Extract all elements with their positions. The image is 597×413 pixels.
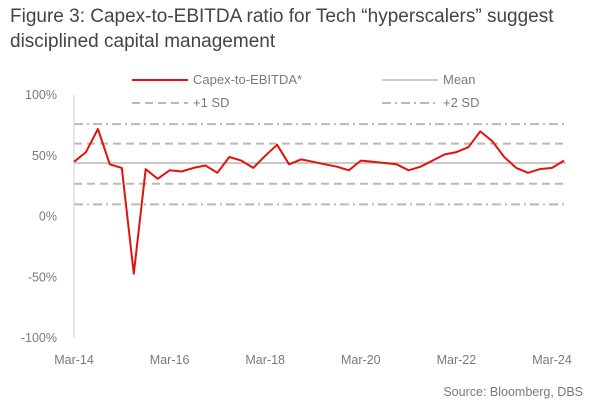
legend-label: Mean: [443, 72, 476, 87]
legend-label: +1 SD: [193, 95, 230, 110]
y-tick-label: -50%: [28, 270, 57, 284]
x-tick-label: Mar-24: [532, 353, 572, 367]
x-tick-label: Mar-22: [437, 353, 477, 367]
x-tick-label: Mar-20: [341, 353, 381, 367]
y-tick-label: 50%: [32, 149, 57, 163]
chart-title: Figure 3: Capex-to-EBITDA ratio for Tech…: [10, 6, 554, 52]
series-layer: [73, 128, 565, 275]
x-axis: Mar-14 Mar-16 Mar-18 Mar-20 Mar-22 Mar-24: [54, 353, 572, 367]
legend-label: Capex-to-EBITDA*: [193, 72, 302, 87]
y-axis: 100% 50% 0% -50% -100%: [21, 88, 75, 345]
x-tick-label: Mar-18: [245, 353, 285, 367]
y-tick-label: -100%: [21, 331, 57, 345]
y-tick-label: 0%: [39, 210, 57, 224]
legend-label: +2 SD: [443, 95, 480, 110]
x-tick-label: Mar-16: [150, 353, 190, 367]
x-tick-label: Mar-14: [54, 353, 94, 367]
legend: Capex-to-EBITDA* Mean +1 SD +2 SD: [132, 72, 480, 110]
source-note: Source: Bloomberg, DBS: [443, 385, 583, 399]
y-tick-label: 100%: [25, 88, 57, 102]
capex-to-ebitda-line: [73, 128, 565, 275]
